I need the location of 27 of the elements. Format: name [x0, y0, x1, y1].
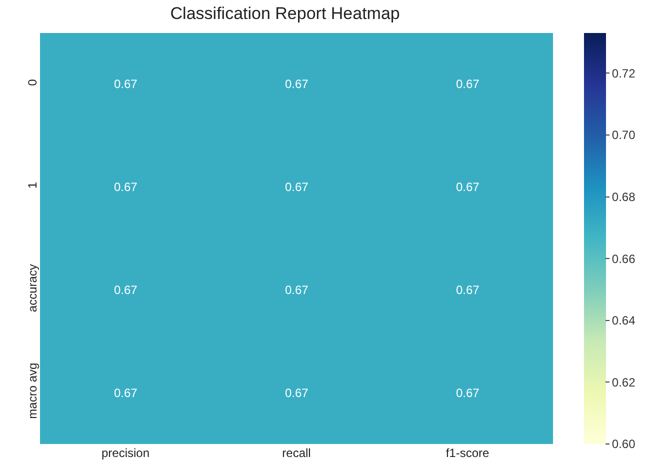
data-label: 0.67	[456, 77, 480, 91]
color-bar-label: 0.66	[612, 252, 636, 266]
x-tick-label: f1-score	[446, 446, 490, 460]
data-label: 0.67	[114, 283, 138, 297]
data-label: 0.67	[456, 283, 480, 297]
y-tick-label: 1	[26, 182, 40, 189]
x-tick-label: recall	[282, 446, 311, 460]
chart-title: Classification Report Heatmap	[170, 4, 400, 23]
data-label: 0.67	[114, 77, 138, 91]
color-bar-label: 0.64	[612, 314, 636, 328]
color-bar-label: 0.68	[612, 190, 636, 204]
y-tick-label: macro avg	[26, 362, 40, 419]
y-tick-label: accuracy	[26, 264, 40, 312]
x-tick-label: precision	[101, 446, 150, 460]
data-label: 0.67	[285, 283, 309, 297]
color-bar-label: 0.60	[612, 437, 636, 452]
color-bar-label: 0.70	[612, 128, 636, 142]
data-label: 0.67	[285, 180, 309, 194]
y-tick-label: 0	[26, 78, 40, 86]
color-bar-label: 0.72	[612, 66, 636, 80]
data-label: 0.67	[285, 386, 309, 400]
color-bar-label: 0.62	[612, 375, 636, 390]
data-label: 0.67	[285, 77, 309, 91]
data-label: 0.67	[456, 386, 480, 400]
data-label: 0.67	[114, 180, 138, 194]
data-label: 0.67	[114, 386, 138, 400]
data-label: 0.67	[456, 180, 480, 194]
